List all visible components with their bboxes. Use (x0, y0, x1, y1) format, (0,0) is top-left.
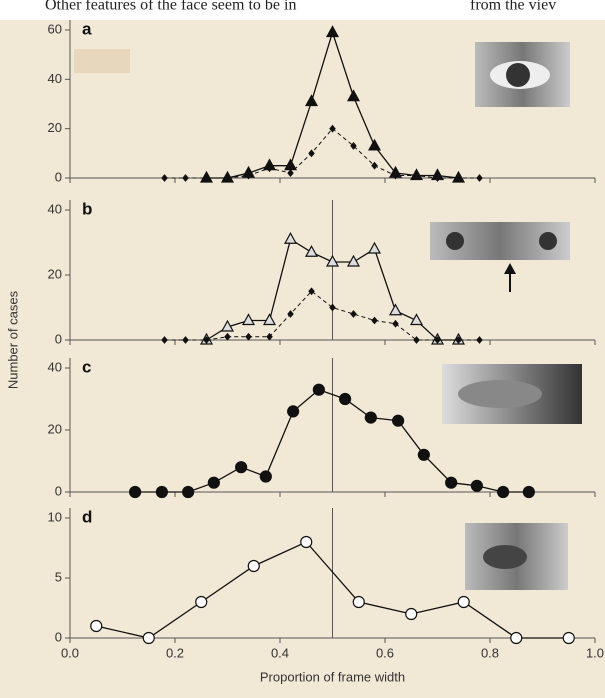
y-tick-label: 0 (55, 331, 62, 346)
marker (156, 487, 167, 498)
y-tick-label: 0 (55, 483, 62, 498)
panel-label: d (82, 507, 92, 526)
marker (301, 537, 312, 548)
panel-label: b (82, 199, 92, 218)
x-tick-label: 0.2 (166, 645, 184, 660)
y-tick-label: 20 (48, 120, 62, 135)
y-tick-label: 60 (48, 21, 62, 36)
y-tick-label: 5 (55, 569, 62, 584)
marker (91, 621, 102, 632)
mouth-photo (458, 380, 542, 408)
y-tick-label: 40 (48, 201, 62, 216)
marker (563, 633, 574, 644)
marker (365, 412, 376, 423)
x-tick-label: 0.4 (271, 645, 289, 660)
marker (208, 477, 219, 488)
eyes-photo (539, 232, 557, 250)
marker (260, 471, 271, 482)
label-box (74, 49, 130, 73)
marker (196, 597, 207, 608)
y-tick-label: 0 (55, 169, 62, 184)
x-tick-label: 0.6 (376, 645, 394, 660)
x-tick-label: 0.8 (481, 645, 499, 660)
marker (406, 609, 417, 620)
marker (248, 561, 259, 572)
x-tick-label: 0.0 (61, 645, 79, 660)
header-text: from the viev (470, 0, 556, 14)
marker (511, 633, 522, 644)
y-tick-label: 40 (48, 359, 62, 374)
panel-label: a (82, 19, 92, 38)
marker (236, 462, 247, 473)
marker (288, 406, 299, 417)
y-tick-label: 40 (48, 71, 62, 86)
marker (458, 597, 469, 608)
panel-label: c (82, 357, 91, 376)
marker (471, 480, 482, 491)
eye-photo (506, 63, 530, 87)
x-axis-label: Proportion of frame width (260, 669, 405, 684)
marker (130, 487, 141, 498)
marker (353, 597, 364, 608)
marker (446, 477, 457, 488)
side-eye-photo (483, 545, 527, 569)
eyes-photo (446, 232, 464, 250)
header-text: Other features of the face seem to be in (45, 0, 296, 14)
marker (340, 394, 351, 405)
marker (183, 487, 194, 498)
marker (523, 487, 534, 498)
marker (393, 415, 404, 426)
x-tick-label: 1.0 (586, 645, 604, 660)
marker (143, 633, 154, 644)
figure: Other features of the face seem to be in… (0, 0, 605, 698)
y-tick-label: 20 (48, 266, 62, 281)
marker (418, 449, 429, 460)
marker (498, 487, 509, 498)
y-tick-label: 0 (55, 629, 62, 644)
y-axis-label: Number of cases (5, 290, 20, 389)
y-tick-label: 20 (48, 421, 62, 436)
y-tick-label: 10 (48, 509, 62, 524)
marker (313, 384, 324, 395)
